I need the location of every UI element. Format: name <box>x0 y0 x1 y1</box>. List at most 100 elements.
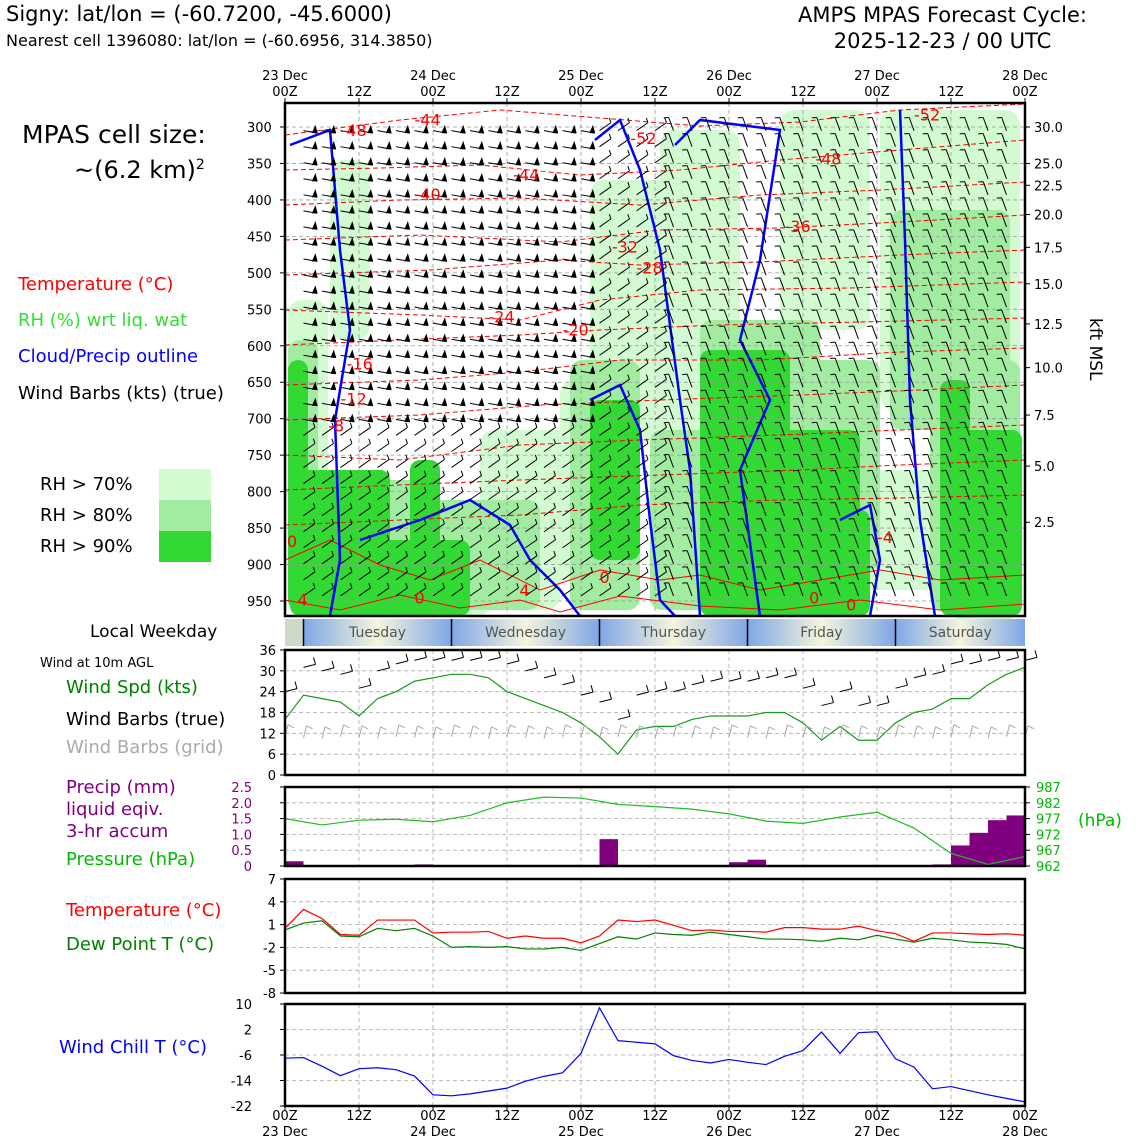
wind-barb-feather <box>331 422 334 428</box>
wind-barb <box>779 341 785 356</box>
wind-barb-feather <box>386 502 390 508</box>
wind-barb <box>377 386 392 391</box>
wind-barb-true <box>340 670 353 675</box>
wind-barb <box>668 213 674 228</box>
wind-barb <box>890 390 896 404</box>
wind-frame <box>283 648 1027 777</box>
precip-bar <box>932 864 951 866</box>
wind-barb <box>488 162 503 166</box>
wind-barb <box>816 534 822 548</box>
wind-barb <box>414 491 427 501</box>
wind-barb <box>321 459 334 468</box>
wind-barb <box>853 534 859 548</box>
wind-barb-grid <box>858 725 862 738</box>
wind-barb-feather <box>460 582 464 589</box>
wind-barb-flag <box>367 285 374 294</box>
wind-barb <box>742 277 748 292</box>
wind-barb-true <box>284 688 298 693</box>
legend-dewpoint: Dew Point T (°C) <box>66 934 215 955</box>
wind-barb-feather <box>405 470 408 476</box>
wind-barb <box>506 194 521 198</box>
wind-barb <box>488 290 503 295</box>
wind-barb <box>303 370 318 375</box>
wind-barb <box>654 507 667 517</box>
wind-barb-flag <box>496 413 503 423</box>
wind-barb-flag <box>459 205 466 214</box>
temperature-label: -12 <box>341 389 367 408</box>
wind-barb <box>779 566 785 581</box>
wind-barb <box>668 197 674 212</box>
wind-barb-grid <box>469 725 474 738</box>
wind-barb-feather <box>645 566 649 572</box>
wind-barb-flag <box>533 205 540 214</box>
wind-barb <box>562 338 577 343</box>
wind-barb <box>488 491 501 501</box>
wind-barb-feather <box>368 582 371 589</box>
wind-barb <box>358 587 371 597</box>
wind-barb-feather <box>608 550 612 556</box>
wind-barb-flag <box>459 413 466 423</box>
wind-barb <box>834 117 841 131</box>
wind-barb <box>377 322 392 327</box>
wind-barb <box>853 454 859 468</box>
wind-barb <box>816 229 822 244</box>
wind-barb-grid <box>580 725 585 738</box>
wind-barb <box>432 178 447 182</box>
chill-ytick-label: -22 <box>231 1100 252 1115</box>
wind-barb <box>654 282 667 292</box>
wind-barb-flag <box>459 365 466 374</box>
bottom-hour-label: 00Z <box>568 1109 594 1124</box>
rh80-area <box>800 360 880 570</box>
wind-barb <box>636 314 649 324</box>
wind-barb <box>779 438 785 452</box>
wind-barb <box>303 459 316 468</box>
wind-barb-true-feather <box>979 653 982 662</box>
wind-barb <box>525 178 540 182</box>
wind-barb <box>908 293 915 308</box>
cell-size-label: MPAS cell size: <box>22 120 206 149</box>
wind-barb <box>982 133 989 147</box>
wind-barb <box>668 245 674 260</box>
wind-barb-flag <box>422 397 429 406</box>
wind-barb <box>543 194 558 198</box>
wind-barb-feather <box>627 486 630 492</box>
wind-barb <box>654 218 667 228</box>
wind-barb-flag <box>367 397 374 406</box>
wind-barb-true <box>728 677 742 682</box>
wind-barb <box>927 341 933 356</box>
wind-barb <box>964 181 970 195</box>
wind-barb-grid <box>321 726 326 739</box>
wind-barb <box>469 306 484 311</box>
wind-barb <box>525 475 538 485</box>
wind-barb <box>945 213 952 228</box>
pressure-tick-label: 750 <box>247 449 272 464</box>
wind-barb <box>525 418 540 423</box>
wind-barb <box>303 338 318 343</box>
wind-barb-feather <box>534 550 538 556</box>
wind-barb <box>340 386 355 391</box>
wind-barb-flag <box>441 397 448 406</box>
wind-barb <box>816 245 822 260</box>
rh80-swatch <box>159 500 211 531</box>
wind-barb-feather <box>312 486 316 492</box>
wind-barb <box>705 229 711 244</box>
wind-barb <box>797 117 804 131</box>
wind-barb-flag <box>496 333 503 342</box>
wind-barb <box>377 242 392 246</box>
wind-barb-flag <box>570 156 577 166</box>
wind-barb <box>358 354 373 359</box>
wind-barb <box>506 338 521 343</box>
wind-barb-flag <box>496 301 503 310</box>
forecast-cycle-line1: AMPS MPAS Forecast Cycle: <box>798 3 1087 27</box>
wind-barb-flag <box>330 413 337 423</box>
wind-barb <box>982 165 989 179</box>
wind-barb <box>488 555 501 565</box>
isotherm-dashed <box>284 249 1026 276</box>
wind-barb-feather <box>590 566 593 572</box>
wind-barb-feather <box>627 374 630 380</box>
wind-barb <box>1001 357 1007 372</box>
wind-barb <box>617 266 630 276</box>
wind-barb-feather <box>516 534 519 540</box>
cloud-outline <box>289 128 352 617</box>
wind-barb <box>506 322 521 327</box>
